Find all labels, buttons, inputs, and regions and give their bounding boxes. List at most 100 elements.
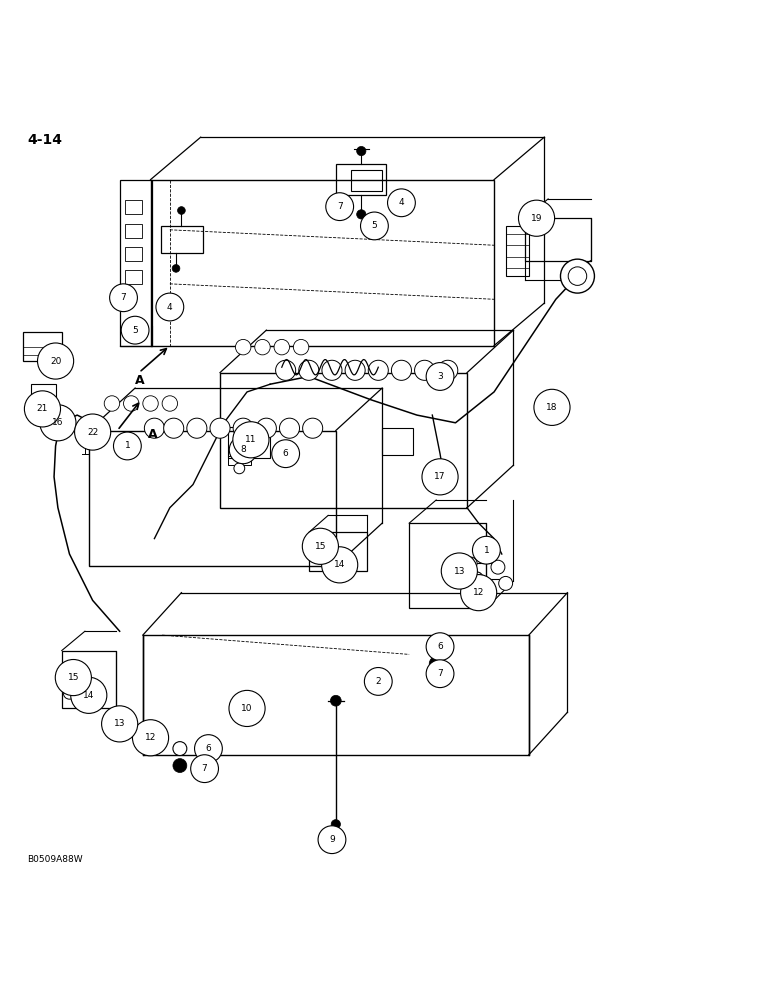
Circle shape [274, 339, 290, 355]
Circle shape [191, 755, 218, 783]
Circle shape [324, 539, 337, 552]
Circle shape [426, 633, 454, 661]
Circle shape [429, 638, 443, 652]
Circle shape [272, 440, 300, 468]
Text: 21: 21 [37, 404, 48, 413]
Text: 14: 14 [334, 560, 345, 569]
Circle shape [388, 189, 415, 217]
Text: 15: 15 [68, 673, 79, 682]
Bar [161, 226, 203, 253]
Circle shape [255, 339, 270, 355]
Circle shape [426, 660, 454, 688]
Bar [23, 332, 62, 361]
Bar [336, 164, 386, 195]
Bar [382, 428, 413, 455]
Circle shape [293, 339, 309, 355]
Text: 4: 4 [398, 198, 405, 207]
Text: 3: 3 [437, 372, 443, 381]
Circle shape [438, 360, 458, 380]
Text: 13: 13 [114, 719, 125, 728]
Bar [31, 384, 56, 401]
Circle shape [104, 396, 120, 411]
Circle shape [56, 659, 91, 696]
Bar [230, 444, 245, 455]
Bar [228, 427, 270, 458]
Text: 12: 12 [145, 733, 156, 742]
Circle shape [178, 207, 185, 214]
Circle shape [172, 265, 180, 272]
Circle shape [38, 343, 73, 379]
Text: A: A [147, 428, 157, 441]
Circle shape [133, 720, 168, 756]
Circle shape [314, 539, 327, 552]
Circle shape [429, 657, 443, 671]
Text: 16: 16 [52, 418, 63, 427]
Circle shape [80, 427, 90, 437]
Circle shape [156, 293, 184, 321]
Circle shape [25, 391, 60, 427]
Circle shape [143, 396, 158, 411]
Circle shape [357, 210, 366, 219]
Bar [125, 200, 142, 214]
Bar [309, 532, 367, 571]
Text: 13: 13 [454, 567, 465, 576]
Bar [151, 180, 494, 346]
Text: 1: 1 [483, 546, 489, 555]
Bar [351, 170, 382, 191]
Text: 8: 8 [240, 445, 246, 454]
Text: 11: 11 [245, 435, 256, 444]
Bar [125, 270, 142, 284]
Bar [220, 373, 467, 508]
Bar [506, 226, 529, 276]
Text: 4-14: 4-14 [27, 133, 62, 147]
Circle shape [144, 418, 164, 438]
Circle shape [233, 422, 269, 458]
Circle shape [368, 360, 388, 380]
Circle shape [71, 677, 107, 713]
Circle shape [113, 432, 141, 460]
Circle shape [121, 316, 149, 344]
Text: 6: 6 [283, 449, 289, 458]
Bar [525, 218, 591, 261]
Text: A: A [135, 374, 144, 387]
Bar [143, 635, 529, 755]
Text: 15: 15 [315, 542, 326, 551]
Text: 5: 5 [132, 326, 138, 335]
Circle shape [568, 267, 587, 285]
Circle shape [229, 436, 257, 464]
Circle shape [279, 418, 300, 438]
Circle shape [303, 528, 338, 564]
Text: 22: 22 [87, 428, 98, 437]
Text: 9: 9 [329, 835, 335, 844]
Bar [125, 224, 142, 238]
Text: 7: 7 [120, 293, 127, 302]
Circle shape [361, 212, 388, 240]
Circle shape [331, 820, 340, 829]
Circle shape [534, 389, 570, 425]
Text: 17: 17 [435, 472, 445, 481]
Circle shape [195, 735, 222, 762]
Text: 2: 2 [375, 677, 381, 686]
Text: 14: 14 [83, 691, 94, 700]
Circle shape [415, 360, 435, 380]
Circle shape [229, 690, 265, 727]
Text: 7: 7 [337, 202, 343, 211]
Circle shape [469, 572, 483, 586]
Circle shape [322, 547, 357, 583]
Circle shape [465, 557, 477, 569]
Circle shape [345, 360, 365, 380]
Circle shape [75, 414, 110, 450]
Text: 19: 19 [531, 214, 542, 223]
Text: 7: 7 [201, 764, 208, 773]
Text: 10: 10 [242, 704, 252, 713]
Text: 12: 12 [473, 588, 484, 597]
Circle shape [63, 687, 76, 699]
Circle shape [235, 339, 251, 355]
Circle shape [326, 193, 354, 221]
Circle shape [276, 360, 296, 380]
Text: B0509A88W: B0509A88W [27, 855, 83, 864]
Circle shape [162, 396, 178, 411]
Circle shape [233, 418, 253, 438]
Bar [89, 431, 336, 566]
Circle shape [364, 668, 392, 695]
